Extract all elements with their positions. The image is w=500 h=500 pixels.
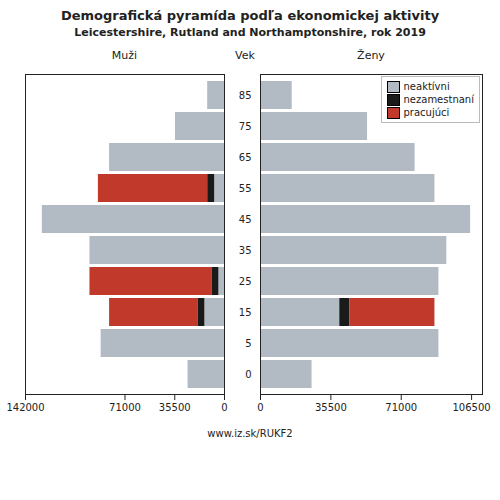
svg-text:106500: 106500 bbox=[453, 402, 491, 413]
html-text:Vek: Vek bbox=[235, 49, 255, 62]
svg-text:65: 65 bbox=[239, 152, 252, 163]
svg-text:0: 0 bbox=[245, 369, 251, 380]
svg-text:75: 75 bbox=[239, 121, 252, 132]
svg-text:71000: 71000 bbox=[385, 402, 417, 413]
svg-text:71000: 71000 bbox=[109, 402, 141, 413]
html-text:Demografická pyramída podľa ek: Demografická pyramída podľa ekonomickej … bbox=[60, 8, 440, 23]
svg-text:0: 0 bbox=[257, 402, 263, 413]
html-text:Ženy: Ženy bbox=[357, 49, 385, 62]
html-text:pracujúci: pracujúci bbox=[403, 107, 450, 118]
html-text:Muži: Muži bbox=[111, 49, 138, 62]
svg-text:35: 35 bbox=[239, 245, 252, 256]
html-text:neaktívni: neaktívni bbox=[403, 81, 450, 92]
svg-text:85: 85 bbox=[239, 90, 252, 101]
html-text:Leicestershire, Rutland and No: Leicestershire, Rutland and Northamptons… bbox=[74, 26, 426, 39]
svg-text:0: 0 bbox=[221, 402, 227, 413]
html-text:www.iz.sk/RUKF2: www.iz.sk/RUKF2 bbox=[207, 428, 293, 439]
svg-text:25: 25 bbox=[239, 276, 252, 287]
svg-text:45: 45 bbox=[239, 214, 252, 225]
svg-text:35500: 35500 bbox=[159, 402, 191, 413]
svg-text:15: 15 bbox=[239, 307, 252, 318]
svg-text:142000: 142000 bbox=[6, 402, 44, 413]
svg-text:55: 55 bbox=[239, 183, 252, 194]
svg-text:35500: 35500 bbox=[315, 402, 347, 413]
html-text:nezamestnaní: nezamestnaní bbox=[403, 94, 474, 105]
svg-text:5: 5 bbox=[245, 338, 251, 349]
